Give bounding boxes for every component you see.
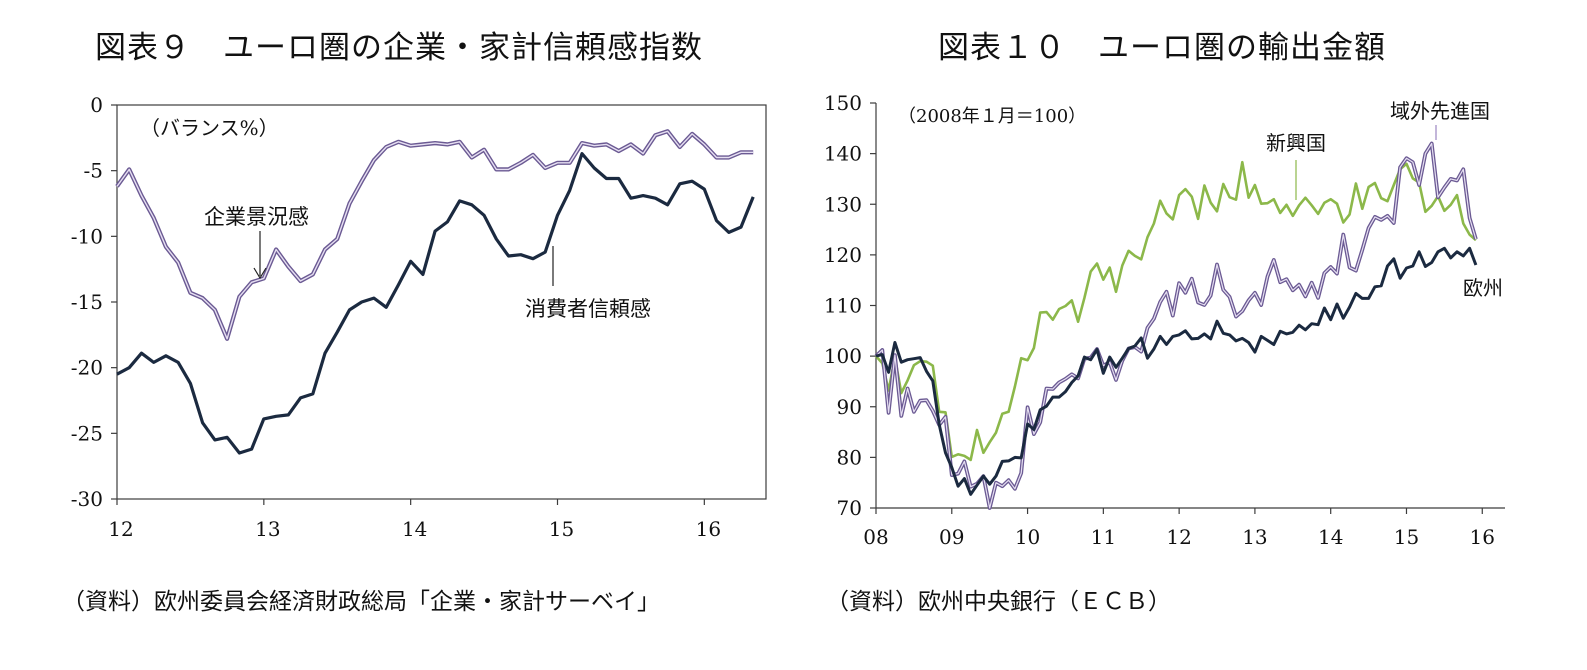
annotation-emerging-label: 新興国 [1266,131,1326,155]
business-sentiment-line [116,130,754,340]
emerging-exports-line [875,160,1477,462]
right-ytick-label: 130 [824,192,862,216]
left-xtick-label: 16 [696,517,721,541]
right-ytick-label: 120 [824,243,862,267]
annotation-business-arrowhead [253,267,267,280]
left-ytick-label: -15 [71,290,103,314]
right-xtick-label: 09 [939,525,964,549]
annotation-europe-label: 欧州 [1463,276,1503,300]
right-unit-note: （2008年１月＝100） [898,106,1086,127]
right-y-axis: 150 140 130 120 110 100 90 80 70 [824,91,876,520]
left-x-axis: 12 13 14 15 16 [108,499,721,541]
left-chart-title: 図表９ ユーロ圏の企業・家計信頼感指数 [95,30,703,66]
annotation-consumer-label: 消費者信頼感 [525,297,651,321]
right-x-axis: 08 09 10 11 12 13 14 15 16 [863,508,1495,549]
right-xtick-label: 12 [1166,525,1191,549]
left-ytick-label: -5 [84,159,103,183]
right-chart-title: 図表１０ ユーロ圏の輸出金額 [938,30,1386,66]
annotation-business-label: 企業景況感 [204,205,309,229]
right-chart: 150 140 130 120 110 100 90 80 70 08 09 10 11 12 13 14 1… [824,91,1505,549]
left-source-note: （資料）欧州委員会経済財政総局「企業・家計サーベイ」 [62,589,660,615]
left-ytick-label: -10 [71,224,103,248]
right-ytick-label: 150 [824,91,862,115]
left-xtick-label: 14 [402,517,427,541]
right-ytick-label: 90 [837,395,862,419]
right-xtick-label: 10 [1015,525,1040,549]
left-unit-note: （バランス%） [140,116,279,140]
right-xtick-label: 13 [1242,525,1267,549]
advanced-exports-line-outer [874,141,1478,510]
right-ytick-label: 100 [824,344,862,368]
right-xtick-label: 14 [1318,525,1343,549]
annotation-advanced-label: 域外先進国 [1390,99,1490,123]
advanced-exports-line [875,142,1477,509]
right-xtick-label: 15 [1394,525,1419,549]
left-series-lines [115,129,755,455]
left-ytick-label: -30 [71,487,103,511]
right-ytick-label: 140 [824,142,862,166]
europe-exports-line [875,246,1478,496]
right-ytick-label: 80 [837,445,862,469]
right-xtick-label: 11 [1091,525,1116,549]
right-xtick-label: 08 [863,525,888,549]
right-ytick-label: 70 [837,496,862,520]
left-xtick-label: 12 [108,517,133,541]
left-xtick-label: 13 [255,517,280,541]
right-ytick-label: 110 [824,294,862,318]
left-xtick-label: 15 [549,517,574,541]
left-chart: 0 -5 -10 -15 -20 -25 -30 12 13 14 15 16 （バランス%） 企業… [71,93,767,541]
left-ytick-label: -25 [71,421,103,445]
consumer-confidence-line [116,152,755,455]
left-ytick-label: -20 [71,356,103,380]
left-y-axis: 0 -5 -10 -15 -20 -25 -30 [71,93,117,511]
left-ytick-label: 0 [90,93,103,117]
right-series-lines [874,141,1478,510]
right-source-note: （資料）欧州中央銀行（ＥＣＢ） [826,589,1171,615]
right-xtick-label: 16 [1470,525,1495,549]
